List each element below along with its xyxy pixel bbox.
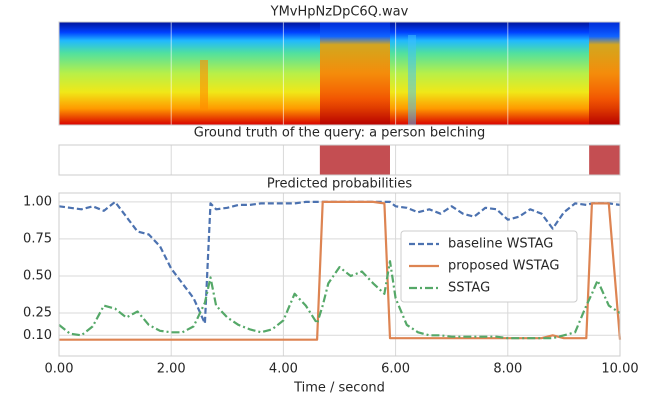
y-tick-label: 0.25 (23, 306, 52, 321)
x-tick-label: 0.00 (45, 362, 74, 377)
truth-segment (319, 145, 390, 175)
x-tick-label: 4.00 (269, 362, 298, 377)
legend-label: proposed WSTAG (448, 259, 559, 274)
panel-title: Predicted probabilities (267, 177, 412, 192)
spectrogram-band (200, 60, 208, 110)
panel-title: YMvHpNzDpC6Q.wav (270, 5, 409, 20)
y-tick-label: 0.75 (23, 231, 52, 246)
frame (58, 192, 621, 357)
plot-layer: YMvHpNzDpC6Q.wav Ground truth of the quer… (23, 5, 639, 396)
spectrogram-band (320, 22, 390, 125)
x-tick-label: 10.00 (601, 362, 638, 377)
frame (58, 144, 621, 176)
y-tick-label: 0.50 (23, 268, 52, 283)
frame (58, 21, 621, 126)
x-tick-label: 8.00 (493, 362, 522, 377)
spectrogram-band (408, 35, 416, 125)
x-axis-label: Time / second (293, 381, 385, 396)
y-tick-label: 0.10 (23, 328, 52, 343)
legend-label: SSTAG (448, 281, 490, 296)
panel-title: Ground truth of the query: a person belc… (194, 126, 485, 141)
series-line (58, 260, 621, 340)
x-tick-label: 2.00 (157, 362, 186, 377)
y-tick-label: 1.00 (23, 194, 52, 209)
spectrogram-band (589, 22, 620, 125)
spectrogram (59, 22, 620, 125)
x-tick-label: 6.00 (381, 362, 410, 377)
legend-label: baseline WSTAG (448, 237, 553, 252)
legend: baseline WSTAG proposed WSTAG SSTAG (400, 230, 578, 303)
series-line (58, 200, 621, 325)
legend-box (400, 230, 578, 303)
truth-segment (589, 145, 620, 175)
